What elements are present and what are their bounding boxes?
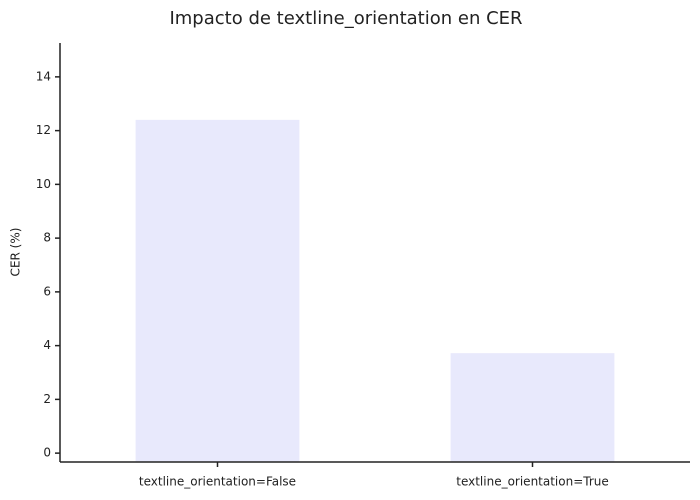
- x-tick-label: textline_orientation=True: [456, 475, 609, 489]
- y-tick-label: 14: [36, 69, 51, 83]
- y-tick-label: 0: [43, 446, 51, 460]
- y-tick-label: 8: [43, 231, 51, 245]
- chart-title: Impacto de textline_orientation en CER: [169, 8, 522, 29]
- y-tick-label: 12: [36, 123, 51, 137]
- y-axis-label: CER (%): [9, 228, 23, 277]
- y-tick-label: 6: [43, 284, 51, 298]
- bar: [450, 353, 615, 462]
- y-tick-label: 2: [43, 392, 51, 406]
- bar: [135, 119, 300, 462]
- y-tick-label: 4: [43, 338, 51, 352]
- x-tick-label: textline_orientation=False: [139, 475, 296, 489]
- y-tick-label: 10: [36, 177, 51, 191]
